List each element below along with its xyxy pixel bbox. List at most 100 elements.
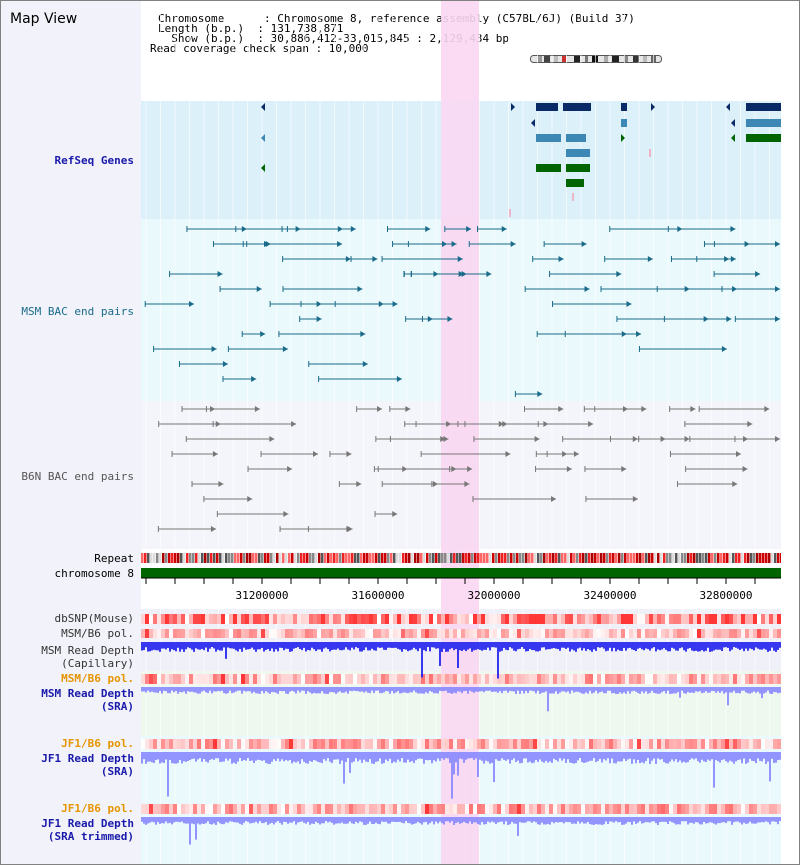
heat-cell xyxy=(665,674,669,684)
depth-bar xyxy=(571,687,573,691)
depth-bar xyxy=(307,752,309,764)
msm-bac-track-label[interactable]: MSM BAC end pairs xyxy=(21,305,134,318)
depth-bar xyxy=(361,642,363,652)
depth-bar xyxy=(697,642,699,652)
depth-bar xyxy=(567,752,569,760)
heat-cell xyxy=(701,804,705,814)
bac-end xyxy=(464,481,470,487)
msm-bac-pairs[interactable] xyxy=(144,226,780,397)
chromosome-ideogram[interactable] xyxy=(530,53,662,65)
depth-bar xyxy=(527,687,529,694)
b6n-bac-track-label[interactable]: B6N BAC end pairs xyxy=(21,470,134,483)
heat-cell xyxy=(145,614,149,624)
heat-cell xyxy=(737,674,741,684)
heat-cell xyxy=(189,674,193,684)
depth-bar xyxy=(697,687,699,692)
depth-bar xyxy=(643,752,645,764)
depth-bar xyxy=(339,687,341,692)
depth-bar xyxy=(753,642,755,651)
depth-bar xyxy=(595,642,597,651)
depth-bar xyxy=(487,752,489,762)
repeat-block xyxy=(186,553,189,563)
heat-cell xyxy=(197,674,201,684)
bac-end xyxy=(443,436,449,442)
refseq-genes[interactable] xyxy=(261,103,781,217)
depth-bar xyxy=(233,642,235,649)
refseq-track-label[interactable]: RefSeq Genes xyxy=(54,154,134,167)
depth-bar xyxy=(505,752,507,761)
depth-bar xyxy=(241,687,243,694)
depth-bar xyxy=(455,642,457,650)
msm-b6-pol-label: MSM/B6 pol. xyxy=(61,627,134,640)
depth-bar xyxy=(291,752,293,764)
bac-end xyxy=(282,346,288,352)
depth-bar xyxy=(419,752,421,759)
depth-bar xyxy=(443,687,445,692)
heat-cell xyxy=(477,739,481,749)
heat-cell xyxy=(357,739,361,749)
depth-bar xyxy=(169,642,171,652)
bac-end xyxy=(218,481,224,487)
repeat-block xyxy=(561,553,564,563)
depth-bar xyxy=(145,817,147,825)
depth-bar xyxy=(669,752,671,762)
depth-bar xyxy=(153,752,155,763)
depth-bar xyxy=(531,752,533,764)
depth-bar xyxy=(375,687,377,691)
heat-cell xyxy=(685,629,689,638)
depth-bar xyxy=(357,642,359,649)
depth-bar xyxy=(655,752,657,764)
genome-tracks-canvas[interactable]: 31200000 31600000 32000000 32400000 3280… xyxy=(141,1,781,864)
depth-bar xyxy=(219,817,221,824)
heat-cell xyxy=(721,739,725,749)
depth-bar xyxy=(397,687,399,692)
heat-cell xyxy=(409,804,413,814)
heat-cell xyxy=(577,674,581,684)
gene-block xyxy=(621,103,627,111)
repeat-block xyxy=(624,553,627,563)
b6n-bac-pairs[interactable] xyxy=(157,406,780,532)
depth-bar xyxy=(223,687,225,694)
depth-bar xyxy=(147,752,149,762)
heat-cell xyxy=(665,739,669,749)
depth-bar xyxy=(649,752,651,764)
depth-bar xyxy=(639,687,641,694)
depth-bar xyxy=(489,752,491,764)
depth-bar xyxy=(573,817,575,824)
depth-bar xyxy=(449,642,451,650)
depth-bar xyxy=(551,752,553,763)
depth-bar xyxy=(711,752,713,760)
repeat-block xyxy=(447,553,450,563)
repeat-block xyxy=(615,553,618,563)
depth-bar xyxy=(373,752,375,764)
heat-cell xyxy=(753,674,757,684)
depth-bar xyxy=(541,642,543,648)
depth-bar xyxy=(343,817,345,824)
depth-bar xyxy=(205,817,207,824)
heat-cell xyxy=(737,629,741,638)
depth-bar xyxy=(737,817,739,822)
depth-bar xyxy=(563,687,565,692)
depth-bar xyxy=(533,817,535,822)
repeat-track-label: Repeat xyxy=(94,552,134,565)
heat-cell xyxy=(773,739,777,749)
heat-cell xyxy=(213,674,217,684)
depth-bar xyxy=(225,752,227,759)
repeat-block xyxy=(483,553,486,563)
heat-cell xyxy=(225,614,229,624)
heat-cell xyxy=(689,674,693,684)
depth-bar xyxy=(167,687,169,694)
depth-bar xyxy=(673,817,675,824)
depth-bar xyxy=(745,687,747,693)
depth-bar xyxy=(289,642,291,652)
heat-cell xyxy=(665,614,669,624)
depth-bar xyxy=(521,752,523,763)
depth-bar xyxy=(519,817,521,823)
depth-bar xyxy=(557,752,559,762)
depth-bar xyxy=(147,687,149,691)
heat-cell xyxy=(249,739,253,749)
depth-bar xyxy=(159,687,161,692)
highlight-region[interactable] xyxy=(441,1,479,864)
depth-bar xyxy=(305,752,307,764)
depth-bar xyxy=(603,642,605,649)
